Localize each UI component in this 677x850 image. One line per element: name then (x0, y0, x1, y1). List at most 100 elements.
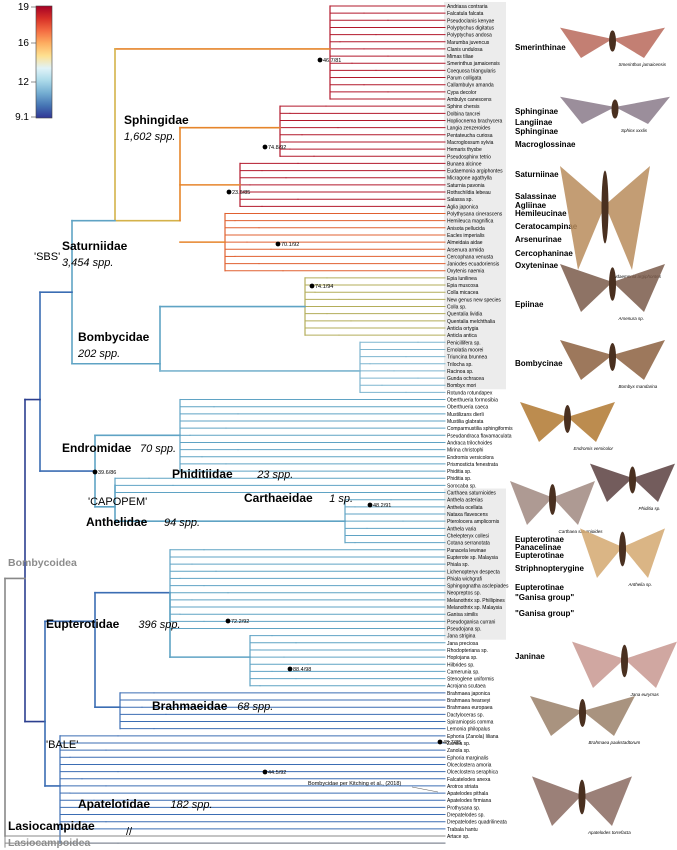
tip-label: Cercophana venusta (447, 254, 493, 260)
family-species-count: 396 spp. (138, 619, 180, 631)
tip-label: Brahmaea europaea (447, 705, 493, 711)
tip-label: Ambulyx canescens (447, 97, 492, 103)
subfamily-label: Eupterotinae (515, 551, 564, 560)
tip-label: Coequosa triangularis (447, 68, 496, 74)
subfamily-label: Ceratocampinae (515, 222, 578, 231)
photo-caption: Endromis versicolor (574, 446, 614, 451)
node-support-label: 48.2/91 (373, 503, 391, 509)
node-support-label: 72.2/92 (231, 619, 249, 625)
subfamily-label: Salassinae (515, 192, 557, 201)
moth-body (549, 484, 556, 515)
family-name: Anthelidae (86, 515, 148, 529)
annotation-leader (411, 786, 439, 793)
tip-label: Oberthueria formosibia (447, 398, 498, 404)
node-marker (287, 666, 293, 672)
tip-label: Andraca trilochoides (447, 440, 493, 446)
subfamily-label: Bombycinae (515, 359, 563, 368)
family-species-count: 182 spp. (170, 799, 212, 811)
moth-wing (530, 696, 583, 736)
tip-label: Macroglossum sylvia (447, 140, 494, 146)
tip-label: Sorocaba sp. (447, 483, 476, 489)
family-species-count: 3,454 spp. (62, 257, 113, 269)
tip-label: Chelepteryx collesi (447, 533, 489, 539)
node-marker (92, 469, 98, 475)
moth-wing (590, 463, 633, 502)
tip-label-box (444, 488, 506, 640)
node-support-label: 23.6/85 (232, 190, 250, 196)
moth-wing (560, 96, 615, 124)
moth-body (601, 170, 609, 244)
family-name: Lasiocampidae (8, 819, 95, 833)
tip-label: Oberthueria caeca (447, 405, 488, 411)
tip-label: Epia muscosa (447, 283, 479, 289)
tip-label-box (444, 2, 506, 390)
tip-label: Melanothrix sp. Malaysia (447, 605, 502, 611)
tip-label: Cotana serranotata (447, 541, 490, 547)
photo-caption: Smerinthus jamaicensis (619, 62, 667, 67)
tip-label: Ernolatia moorei (447, 347, 483, 353)
tip-label: Stenoglene uniformis (447, 677, 494, 683)
node-support-label: 70.1/92 (281, 242, 299, 248)
family-name: Carthaeidae (244, 491, 313, 505)
moth-wing (580, 528, 623, 578)
moth-wing (532, 776, 582, 826)
tip-label: Pseudojana sp. (447, 627, 481, 633)
subfamily-label: Agliinae (515, 201, 547, 210)
tip-label: Pterolocera amplicornis (447, 519, 500, 525)
subfamily-label: "Ganisa group" (515, 593, 574, 602)
tip-label: Rothschildia lebeau (447, 190, 491, 196)
tip-label: New genus new species (447, 297, 501, 303)
tip-label: Rotunda rotundapex (447, 390, 493, 396)
moth-wing (552, 481, 595, 525)
node-support-label: 74.1/94 (315, 284, 333, 290)
moth-body (619, 531, 626, 567)
subfamily-label: Eupterotinae (515, 583, 564, 592)
family-name: Phiditiidae (172, 467, 233, 481)
tip-label: Artace sp. (447, 834, 470, 840)
node-marker (226, 189, 232, 195)
family-species-count: 1,602 spp. (124, 131, 175, 143)
subfamily-label: Saturniinae (515, 170, 559, 179)
clade-label-lasiocampoidea: Lasiocampoidea (8, 837, 90, 849)
moth-wing (612, 264, 665, 312)
moth-body (579, 699, 586, 727)
family-name: Eupterotidae (46, 617, 120, 631)
node-support-label: 74.8/92 (268, 145, 286, 151)
tip-label: Anthela ocellata (447, 505, 483, 511)
tip-label: Olceclostera amoria (447, 762, 492, 768)
tip-label: Apatelodes firmiana (447, 798, 491, 804)
tip-label: Mirina christophi (447, 448, 483, 454)
tip-label: Apatelodes pithala (447, 791, 488, 797)
family-name: Endromidae (62, 441, 132, 455)
node-support-label: 39.6/86 (98, 470, 116, 476)
tip-label: Hilbrides sp. (447, 662, 475, 668)
moth-wing (582, 776, 632, 826)
tip-label: Drepatelodes quadrilineata (447, 820, 507, 826)
tip-label: Panacela lewinae (447, 548, 486, 554)
tip-label: Langia zenzeroides (447, 126, 491, 132)
family-name: Brahmaeidae (152, 699, 228, 713)
tip-label: Falcatula falcata (447, 11, 484, 17)
photo-caption: Bombyx mandarina (619, 384, 658, 389)
node-support-label: 88.4/98 (293, 667, 311, 673)
moth-body (578, 779, 586, 815)
tip-label: Arsenura armida (447, 247, 484, 253)
subfamily-label: Sphinginae (515, 127, 559, 136)
moth-wing (567, 402, 615, 442)
tip-label: Dactyloceras sp. (447, 712, 484, 718)
tip-label: Melanothrix sp. Phillipines (447, 598, 505, 604)
tip-label: Ganisa similis (447, 612, 478, 618)
tip-label: Camerunia sp. (447, 669, 480, 675)
node-support-label: 46.7/81 (323, 58, 341, 64)
family-species-count: 202 spp. (77, 348, 120, 360)
tip-label: Zanola sp. (447, 741, 470, 747)
tip-label: Gunda ochracea (447, 376, 484, 382)
family-name: Saturniidae (62, 239, 128, 253)
tip-label: Hemileuca magnifica (447, 219, 494, 225)
tip-label: Comparmustilia sphingiformis (447, 426, 513, 432)
tip-label: Pseudandraca flavamaculata (447, 433, 512, 439)
moth-wing (582, 696, 635, 736)
tip-label: Micragone agathylla (447, 176, 492, 182)
